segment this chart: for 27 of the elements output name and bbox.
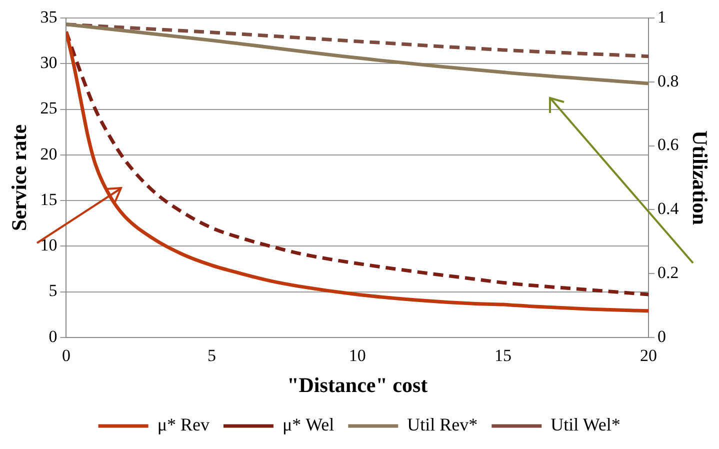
y2-tick-label: 1 (658, 7, 666, 26)
legend-label: μ* Wel (282, 414, 334, 435)
x-tick-label: 15 (494, 346, 512, 366)
y2-tick-label: 0.6 (658, 135, 679, 154)
y-tick-label: 15 (40, 190, 58, 209)
y-tick-label: 10 (40, 236, 58, 255)
x-tick-label: 20 (640, 346, 658, 366)
y-tick-label: 0 (48, 326, 58, 346)
y-tick-label: 5 (48, 281, 58, 300)
x-tick-label: 5 (208, 346, 216, 366)
x-tick-label: 10 (348, 346, 366, 366)
y2-tick-label: 0.4 (658, 199, 680, 218)
y2-tick-label: 0 (658, 326, 666, 346)
legend-label: Util Wel* (550, 414, 620, 435)
y-tick-label: 20 (40, 144, 58, 164)
y2-tick-label: 0.2 (658, 262, 679, 282)
legend-label: Util Rev* (407, 414, 478, 435)
x-axis-title: "Distance" cost (287, 372, 428, 397)
y-tick-label: 35 (40, 7, 58, 26)
y-axis-title: Service rate (7, 124, 32, 232)
y2-tick-label: 0.8 (658, 71, 679, 90)
legend-label: μ* Rev (157, 414, 210, 435)
y2-axis-title: Utilization (688, 130, 712, 226)
y-tick-label: 25 (40, 98, 58, 118)
line-series (66, 22, 649, 58)
y-tick-label: 30 (40, 53, 58, 72)
x-tick-label: 0 (62, 346, 70, 366)
